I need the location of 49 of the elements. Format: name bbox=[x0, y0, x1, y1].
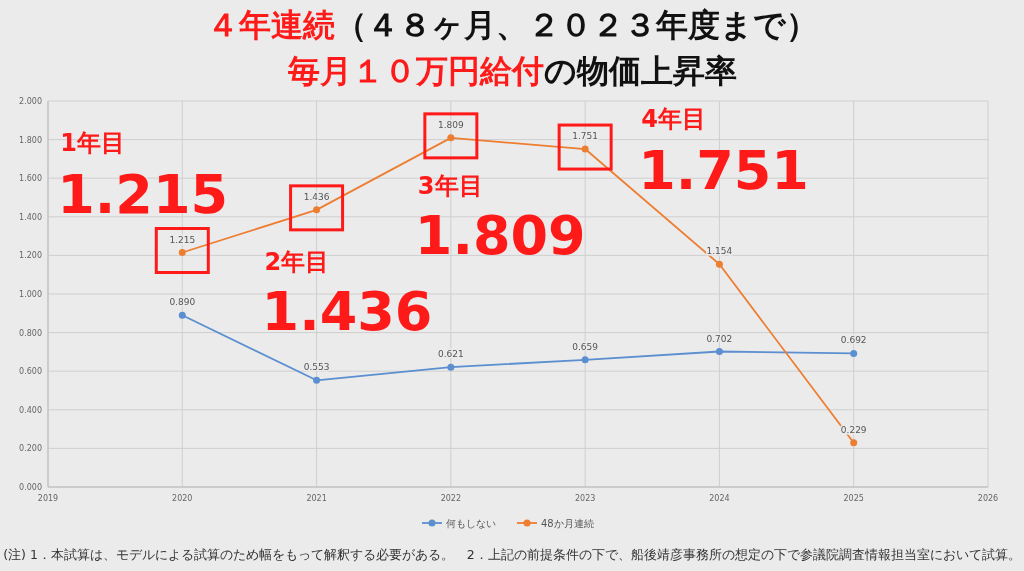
data-label: 0.692 bbox=[840, 335, 867, 346]
data-label: 1.215 bbox=[169, 234, 196, 245]
x-tick-label: 2022 bbox=[440, 494, 462, 503]
data-label: 0.702 bbox=[706, 333, 733, 344]
y-tick-label: 1.800 bbox=[19, 135, 42, 145]
point bbox=[715, 260, 723, 268]
x-tick-label: 2019 bbox=[37, 494, 59, 503]
point bbox=[715, 348, 723, 356]
y-tick-label: 0.400 bbox=[19, 405, 42, 415]
x-tick-label: 2026 bbox=[977, 494, 999, 503]
point bbox=[581, 356, 589, 364]
y-tick-label: 1.600 bbox=[19, 174, 42, 184]
point bbox=[313, 206, 321, 214]
y-tick-label: 1.400 bbox=[19, 212, 42, 222]
data-label: 1.751 bbox=[572, 131, 599, 142]
annotation: 1年目 1.215 bbox=[57, 128, 229, 226]
text: (注) 1．本試算は、モデルによる試算のため幅をもって解釈する必要がある。 2．上記の前提条件の下で、船後靖彦事務所の想定の下で参議院調査情報担当室において試算。 bbox=[3, 547, 1021, 562]
x-tick-label: 2021 bbox=[306, 494, 327, 503]
y-tick-label: 0.800 bbox=[19, 328, 42, 338]
legend-label: 48か月連続 bbox=[541, 518, 594, 529]
y-tick-label: 2.000 bbox=[19, 97, 42, 106]
x-tick-label: 2020 bbox=[172, 494, 193, 503]
point bbox=[178, 249, 186, 257]
data-label: 1.154 bbox=[706, 246, 733, 257]
point bbox=[581, 145, 589, 153]
legend-label: 何もしない bbox=[446, 518, 496, 529]
point bbox=[850, 349, 858, 357]
point bbox=[850, 439, 858, 447]
y-tick-label: 1.200 bbox=[19, 251, 42, 261]
data-label: 0.621 bbox=[437, 349, 464, 360]
chart-subtitle: 毎月１０万円給付の物価上昇率 bbox=[286, 52, 737, 90]
point bbox=[178, 311, 186, 319]
x-tick-label: 2023 bbox=[574, 494, 596, 503]
y-tick-label: 0.200 bbox=[19, 444, 42, 454]
chart-title: ４年連続（４８ヶ月、２０２３年度まで） bbox=[206, 6, 818, 44]
point bbox=[313, 376, 321, 384]
point bbox=[447, 134, 455, 142]
data-label: 0.659 bbox=[572, 341, 599, 352]
data-label: 1.809 bbox=[437, 119, 465, 130]
y-tick-label: 0.600 bbox=[19, 367, 42, 377]
y-tick-label: 0.000 bbox=[19, 483, 42, 492]
data-label: 0.890 bbox=[169, 297, 196, 308]
x-tick-label: 2025 bbox=[843, 494, 864, 503]
data-label: 1.436 bbox=[303, 191, 330, 202]
data-label: 0.553 bbox=[303, 362, 330, 373]
x-tick-label: 2024 bbox=[709, 494, 730, 503]
point bbox=[447, 363, 455, 371]
y-tick-label: 1.000 bbox=[19, 290, 42, 299]
annotation: 4年目 1.751 bbox=[638, 105, 809, 203]
